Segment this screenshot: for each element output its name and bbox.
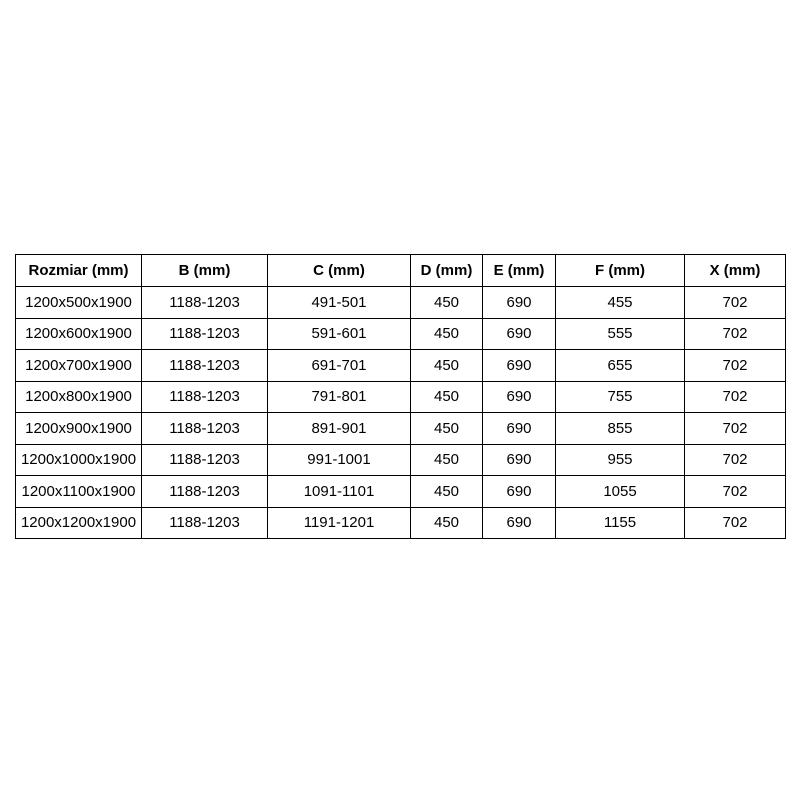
cell-rozmiar: 1200x1000x1900 [15,443,142,476]
cell-c: 691-701 [267,349,411,382]
cell-e: 690 [482,317,556,350]
column-header-e: E (mm) [482,254,556,287]
cell-x: 702 [684,286,786,319]
cell-c: 891-901 [267,412,411,445]
table-row: 1200x500x1900 1188-1203 491-501 450 690 … [15,286,786,319]
cell-rozmiar: 1200x800x1900 [15,380,142,413]
column-header-d: D (mm) [410,254,483,287]
cell-d: 450 [410,475,483,508]
cell-x: 702 [684,349,786,382]
cell-x: 702 [684,317,786,350]
cell-d: 450 [410,443,483,476]
table-row: 1200x800x1900 1188-1203 791-801 450 690 … [15,380,786,413]
cell-e: 690 [482,286,556,319]
cell-c: 1191-1201 [267,506,411,539]
cell-f: 655 [555,349,685,382]
size-spec-table: Rozmiar (mm) B (mm) C (mm) D (mm) E (mm)… [15,254,786,539]
cell-d: 450 [410,349,483,382]
cell-c: 991-1001 [267,443,411,476]
cell-e: 690 [482,443,556,476]
cell-e: 690 [482,475,556,508]
cell-b: 1188-1203 [141,475,268,508]
cell-x: 702 [684,380,786,413]
column-header-b: B (mm) [141,254,268,287]
cell-c: 491-501 [267,286,411,319]
cell-b: 1188-1203 [141,349,268,382]
table-row: 1200x1100x1900 1188-1203 1091-1101 450 6… [15,475,786,508]
cell-b: 1188-1203 [141,412,268,445]
cell-d: 450 [410,412,483,445]
table-row: 1200x1000x1900 1188-1203 991-1001 450 69… [15,443,786,476]
cell-f: 955 [555,443,685,476]
column-header-x: X (mm) [684,254,786,287]
cell-rozmiar: 1200x900x1900 [15,412,142,445]
cell-rozmiar: 1200x1200x1900 [15,506,142,539]
cell-b: 1188-1203 [141,506,268,539]
cell-b: 1188-1203 [141,317,268,350]
cell-e: 690 [482,506,556,539]
cell-f: 755 [555,380,685,413]
column-header-f: F (mm) [555,254,685,287]
cell-c: 791-801 [267,380,411,413]
cell-c: 1091-1101 [267,475,411,508]
cell-e: 690 [482,349,556,382]
column-header-rozmiar: Rozmiar (mm) [15,254,142,287]
cell-d: 450 [410,380,483,413]
cell-x: 702 [684,475,786,508]
cell-e: 690 [482,380,556,413]
table-row: 1200x900x1900 1188-1203 891-901 450 690 … [15,412,786,445]
column-header-c: C (mm) [267,254,411,287]
cell-f: 555 [555,317,685,350]
cell-f: 855 [555,412,685,445]
cell-f: 1155 [555,506,685,539]
cell-d: 450 [410,286,483,319]
cell-x: 702 [684,506,786,539]
header-row: Rozmiar (mm) B (mm) C (mm) D (mm) E (mm)… [15,254,786,287]
table-row: 1200x1200x1900 1188-1203 1191-1201 450 6… [15,506,786,539]
table-row: 1200x600x1900 1188-1203 591-601 450 690 … [15,317,786,350]
cell-rozmiar: 1200x700x1900 [15,349,142,382]
cell-d: 450 [410,317,483,350]
cell-rozmiar: 1200x500x1900 [15,286,142,319]
cell-b: 1188-1203 [141,443,268,476]
cell-d: 450 [410,506,483,539]
cell-x: 702 [684,412,786,445]
cell-b: 1188-1203 [141,380,268,413]
cell-b: 1188-1203 [141,286,268,319]
size-spec-table-container: Rozmiar (mm) B (mm) C (mm) D (mm) E (mm)… [15,254,786,539]
cell-c: 591-601 [267,317,411,350]
cell-f: 1055 [555,475,685,508]
cell-x: 702 [684,443,786,476]
cell-e: 690 [482,412,556,445]
table-row: 1200x700x1900 1188-1203 691-701 450 690 … [15,349,786,382]
cell-f: 455 [555,286,685,319]
cell-rozmiar: 1200x600x1900 [15,317,142,350]
cell-rozmiar: 1200x1100x1900 [15,475,142,508]
